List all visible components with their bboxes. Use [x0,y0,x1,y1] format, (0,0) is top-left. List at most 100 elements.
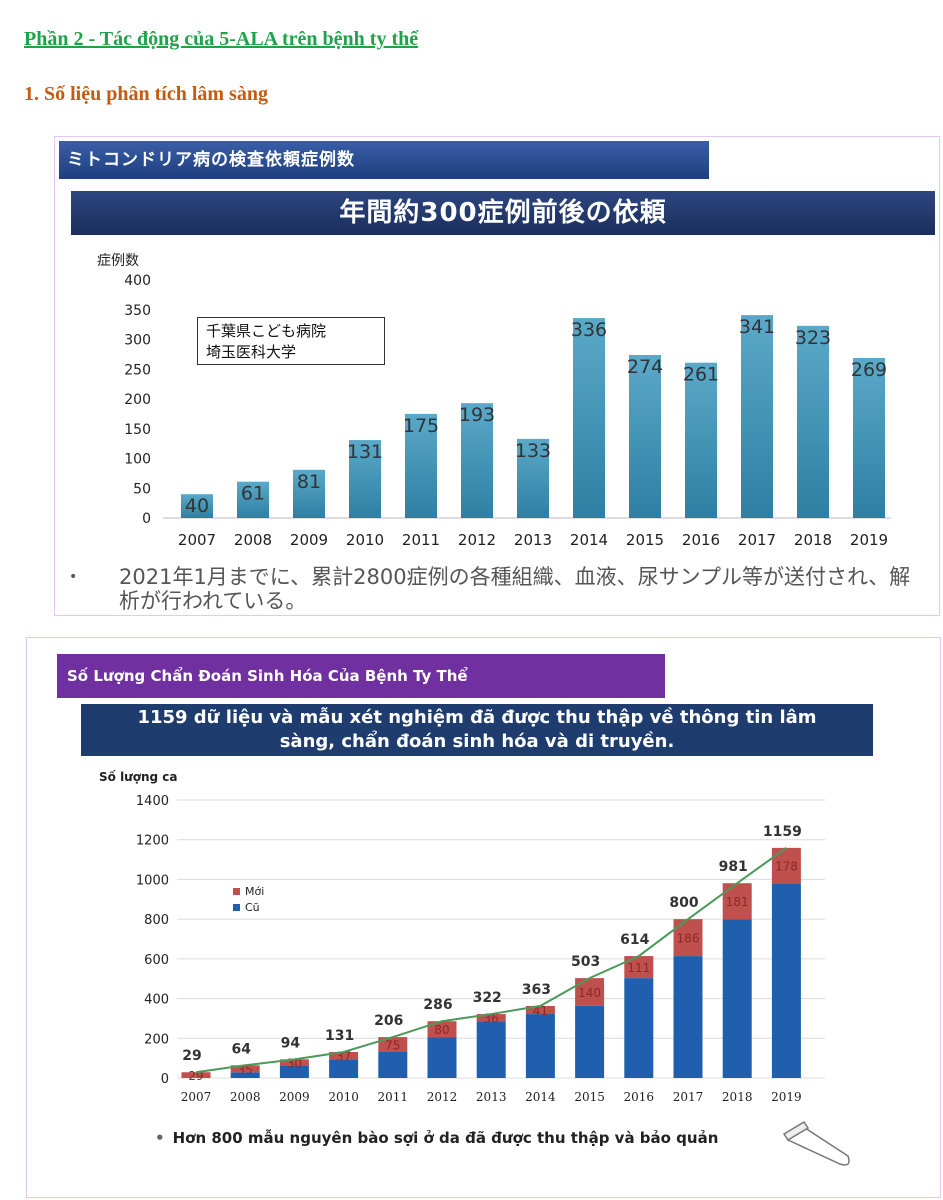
chart1-data-label: 193 [459,404,495,426]
chart2-total-label: 1159 [763,824,802,840]
chart1-xtick: 2016 [682,531,720,549]
subheading: 1. Số liệu phân tích lâm sàng [24,83,268,105]
chart2-bar-new [476,1014,506,1022]
chart2-total-label: 94 [281,1035,301,1051]
legend-swatch-new [233,888,240,895]
chart2-xtick: 2008 [230,1090,261,1104]
chart1-xtick: 2014 [570,531,608,549]
chart1-bar [573,318,605,518]
chart2-bar-new [525,1005,555,1015]
chart2-xtick: 2012 [427,1090,458,1104]
chart2-xtick: 2011 [378,1090,409,1104]
chart1-xtick: 2011 [402,531,440,549]
test-tube-icon [782,1120,850,1166]
chart2-bar-new [329,1051,359,1060]
chart2-total-label: 131 [325,1028,354,1044]
institution-2: 埼玉医科大学 [206,343,297,361]
chart1-data-label: 336 [571,319,607,341]
chart2-new-label: 181 [726,895,749,909]
chart1-xtick: 2012 [458,531,496,549]
chart2-xtick: 2018 [722,1090,753,1104]
chart1-ylabel: 症例数 [97,253,139,269]
chart1-bar [741,315,773,518]
chart2-xtick: 2013 [476,1090,507,1104]
chart1-ytick: 50 [133,481,151,497]
chart2-xtick: 2010 [328,1090,359,1104]
chart1-xtick: 2008 [234,531,272,549]
chart2-total-label: 981 [719,859,748,875]
chart2-bar-old [329,1059,359,1078]
chart2-total-label: 286 [423,997,452,1013]
chart2-xtick: 2016 [624,1090,655,1104]
chart1-ytick: 200 [124,392,151,408]
chart1-data-label: 133 [515,440,551,462]
chart1-data-label: 40 [185,495,209,517]
chart2-bar-new [378,1037,408,1052]
chart2-bar-old [378,1051,408,1078]
chart2-new-label: 80 [434,1023,449,1037]
chart2-xtick: 2015 [574,1090,605,1104]
chart2-xtick: 2014 [525,1090,556,1104]
chart1-bar [349,440,381,518]
chart2-ytick: 800 [144,913,169,928]
chart2-total-label: 503 [571,954,600,970]
chart2-xtick: 2007 [181,1090,212,1104]
chart2-bar-old [279,1065,309,1078]
chart2-new-label: 75 [385,1039,400,1053]
chart2-new-label: 140 [578,986,601,1000]
chart2-ytick: 1000 [136,873,169,888]
chart2-bar-old [624,978,654,1078]
chart1-ytick: 300 [124,333,151,349]
chart1-xtick: 2017 [738,531,776,549]
chart1-bar [685,362,717,518]
chart1-ytick: 350 [124,303,151,319]
panel2-note: • Hơn 800 mẫu nguyên bào sợi ở da đã được… [155,1129,718,1147]
chart1-xtick: 2009 [290,531,328,549]
chart2-total-label: 363 [522,982,551,998]
chart1-data-label: 81 [297,471,321,493]
panel2-headline: 1159 dữ liệu và mẫu xét nghiệm đã được t… [81,704,873,756]
chart2-new-label: 178 [775,860,798,874]
chart2-bar-new [427,1021,457,1038]
chart2-total-label: 206 [374,1013,403,1029]
legend-label-new: Mới [245,885,264,898]
institutions-box: 千葉県こども病院 埼玉医科大学 [197,317,385,365]
chart1-bar [293,469,325,518]
chart1-bar [853,357,885,518]
legend-label-old: Cũ [245,901,260,914]
chart2-bar-new [230,1065,260,1073]
chart2-xtick: 2017 [673,1090,704,1104]
chart2-bar-new [624,956,654,979]
chart1-data-label: 323 [795,327,831,349]
chart1-xtick: 2013 [514,531,552,549]
chart-panel-japanese: ミトコンドリア病の検査依頼症例数 年間約300症例前後の依頼 症例数 0 50 100… [54,136,940,616]
chart-panel-vietnamese: Số Lượng Chẩn Đoán Sinh Hóa Của Bệnh Ty … [26,637,941,1198]
chart1-ytick: 250 [124,362,151,378]
chart1-data-label: 269 [851,359,887,381]
chart1-data-label: 175 [403,415,439,437]
chart2-bar-old [575,1005,605,1078]
panel1-note-text: 2021年1月までに、累計2800症例の各種組織、血液、尿サンプル等が送付され、… [119,565,911,613]
chart1-ytick: 400 [124,273,151,289]
chart1-bar [797,325,829,518]
bullet-icon: • [155,1129,165,1147]
chart1-xtick: 2019 [850,531,888,549]
chart2-bar-old [722,919,752,1078]
chart2-svg: Số lượng ca02004006008001000120014002929… [99,770,825,1104]
chart2-bar-new [279,1059,309,1066]
legend-swatch-old [233,904,240,911]
institution-1: 千葉県こども病院 [206,322,327,340]
chart1-ytick: 100 [124,452,151,468]
chart1-ytick: 150 [124,422,151,438]
chart1-svg: 症例数 0 50 100 150 200 250 300 350 400 40 2007 61 2008 8… [97,253,891,549]
chart2-bar-old [525,1014,555,1078]
chart2-bar-new [181,1072,211,1078]
chart2-ytick: 1200 [136,834,169,849]
chart1-xtick: 2010 [346,531,384,549]
chart2-total-label: 800 [669,895,698,911]
chart2-ytick: 1400 [136,794,169,809]
chart2-ytick: 200 [144,1032,169,1047]
chart1-xtick: 2018 [794,531,832,549]
chart2-ylabel: Số lượng ca [99,770,178,784]
chart1-bar [517,438,549,518]
